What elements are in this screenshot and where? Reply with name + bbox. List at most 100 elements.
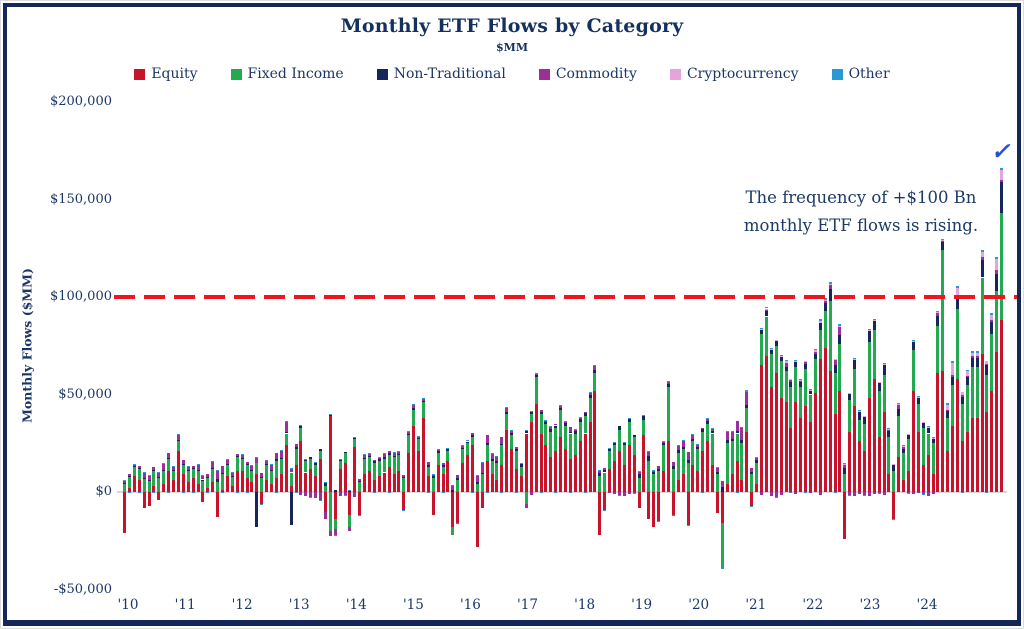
bar-segment	[191, 468, 195, 469]
bar-segment	[426, 492, 430, 493]
bar-segment	[960, 391, 964, 396]
bar-segment	[730, 430, 734, 432]
bar-segment	[201, 492, 205, 502]
bar-segment	[176, 434, 180, 440]
bar-segment	[858, 441, 862, 492]
bar-segment	[353, 437, 357, 440]
legend-swatch-icon	[538, 68, 550, 80]
bar-segment	[853, 406, 857, 492]
bar-segment	[284, 445, 288, 492]
bar-segment	[309, 458, 313, 469]
bar-segment	[284, 431, 288, 434]
bar-segment	[872, 378, 876, 492]
bar-segment	[392, 452, 396, 453]
bar-segment	[519, 476, 523, 492]
bar-segment	[539, 433, 543, 492]
bar-segment	[421, 417, 425, 492]
bar-segment	[265, 463, 269, 465]
bar-segment	[402, 492, 406, 510]
bar-segment	[230, 472, 234, 473]
bar-segment	[755, 456, 759, 458]
bar-segment	[299, 425, 303, 427]
bar-segment	[573, 431, 577, 434]
bar-segment	[412, 403, 416, 405]
bar-segment	[392, 455, 396, 457]
bar-segment	[809, 390, 813, 395]
bar-segment	[353, 492, 357, 498]
bar-segment	[363, 457, 367, 459]
bar-segment	[436, 453, 440, 465]
bar-segment	[358, 515, 362, 516]
bar-segment	[686, 459, 690, 463]
chart-subtitle: $MM	[495, 41, 528, 54]
bar-segment	[627, 421, 631, 446]
x-tick-label: '17	[517, 597, 538, 613]
bar-segment	[274, 459, 278, 461]
bar-segment	[225, 459, 229, 464]
bar-segment	[377, 459, 381, 461]
bar-segment	[715, 492, 719, 514]
bar-segment	[764, 308, 768, 310]
bar-segment	[426, 461, 430, 466]
bar-segment	[387, 454, 391, 467]
bar-segment	[828, 300, 832, 372]
bar-segment	[480, 462, 484, 473]
bar-segment	[809, 492, 813, 494]
bar-segment	[750, 474, 754, 492]
bar-segment	[417, 439, 421, 452]
legend-label: Equity	[151, 66, 198, 82]
bar-segment	[681, 446, 685, 450]
bar-segment	[382, 457, 386, 459]
bar-segment	[696, 444, 700, 447]
bar-segment	[466, 440, 470, 442]
bar-segment	[480, 474, 484, 492]
bar-segment	[578, 417, 582, 420]
bar-segment	[975, 417, 979, 492]
bar-segment	[799, 386, 803, 418]
bar-segment	[470, 445, 474, 492]
bar-segment	[294, 464, 298, 492]
bar-segment	[711, 430, 715, 434]
legend-label: Non-Traditional	[393, 66, 506, 82]
bar-segment	[549, 431, 553, 457]
bar-segment	[995, 256, 999, 259]
bar-segment	[299, 426, 303, 428]
x-tick-label: '19	[631, 597, 653, 613]
bar-segment	[769, 353, 773, 387]
bar-segment	[255, 457, 259, 463]
bar-segment	[691, 433, 695, 435]
bar-segment	[314, 462, 318, 463]
bar-segment	[480, 462, 484, 463]
bar-segment	[956, 286, 960, 288]
bar-segment	[588, 395, 592, 399]
bar-segment	[696, 449, 700, 471]
x-tick-label: '22	[802, 597, 824, 613]
bar-segment	[711, 433, 715, 465]
bar-segment	[975, 356, 979, 359]
bar-segment	[397, 451, 401, 454]
bar-segment	[818, 323, 822, 331]
bar-segment	[421, 398, 425, 401]
bar-segment	[691, 464, 695, 492]
bar-segment	[132, 466, 136, 477]
bar-segment	[926, 426, 930, 428]
bar-segment	[960, 441, 964, 492]
bar-segment	[799, 379, 803, 381]
x-tick-label: '20	[688, 597, 710, 613]
bar-segment	[750, 505, 754, 507]
bar-segment	[240, 454, 244, 458]
bar-segment	[230, 476, 234, 487]
bar-segment	[515, 492, 519, 493]
bar-segment	[456, 480, 460, 492]
bar-segment	[951, 384, 955, 426]
bar-segment	[862, 416, 866, 417]
bar-segment	[186, 470, 190, 483]
bar-segment	[524, 433, 528, 492]
bar-segment	[417, 435, 421, 437]
bar-segment	[892, 463, 896, 465]
bar-segment	[500, 464, 504, 492]
bar-segment	[828, 285, 832, 290]
bar-segment	[642, 415, 646, 417]
bar-segment	[123, 481, 127, 484]
bar-segment	[593, 364, 597, 366]
